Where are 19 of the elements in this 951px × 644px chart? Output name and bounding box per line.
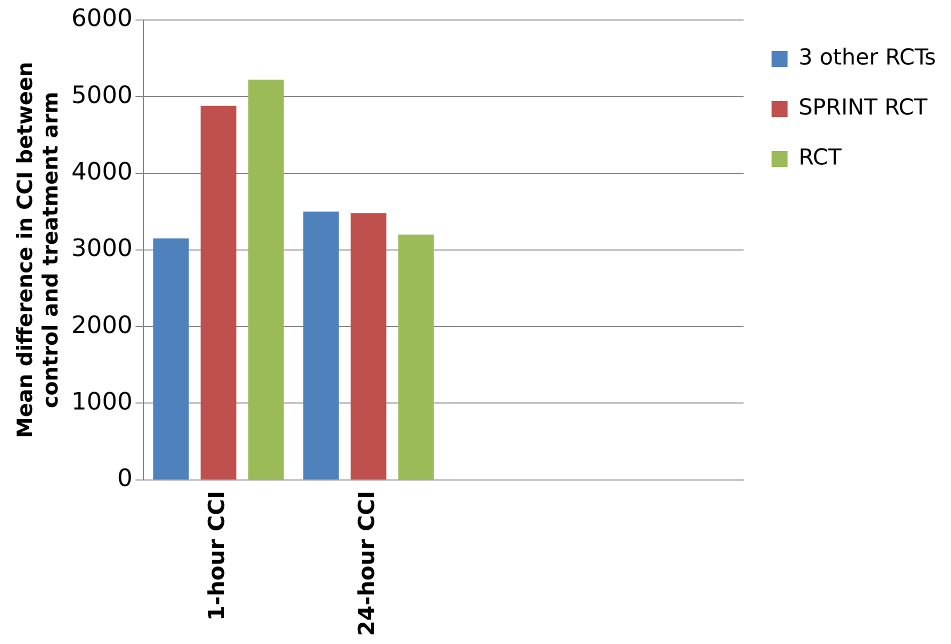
y-axis-title: Mean difference in CCI between control and treatment arm — [13, 62, 62, 438]
y-tick-label: 6000 — [71, 4, 132, 32]
bar — [248, 80, 284, 480]
bar — [153, 238, 189, 480]
y-tick-label: 3000 — [71, 234, 132, 262]
legend-label: 3 other RCTs — [798, 46, 936, 71]
y-tick-label: 5000 — [71, 80, 132, 109]
bar — [350, 213, 386, 480]
bar — [200, 106, 236, 480]
legend-label: RCT — [798, 146, 842, 171]
x-tick-label: 1-hour CCI — [205, 490, 230, 621]
y-tick-label: 0 — [117, 464, 132, 492]
y-tick-label: 1000 — [71, 387, 132, 416]
legend-label: SPRINT RCT — [798, 96, 928, 121]
bar — [303, 212, 339, 480]
bar — [398, 234, 434, 480]
y-tick-label: 4000 — [71, 158, 132, 186]
x-tick-label: 24-hour CCI — [355, 490, 380, 636]
y-tick-label: 2000 — [71, 310, 132, 339]
